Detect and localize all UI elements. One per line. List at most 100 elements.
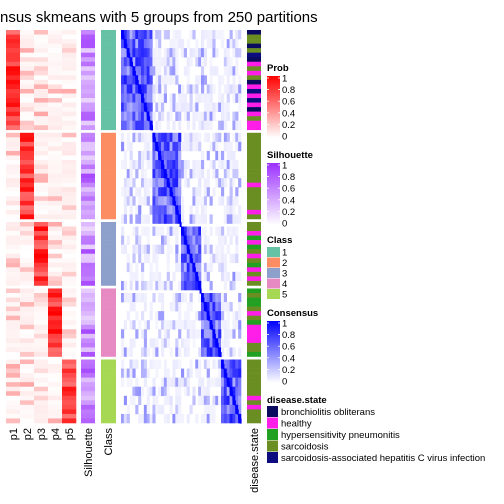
consensus-cell — [223, 160, 228, 170]
prob-cell — [6, 66, 21, 72]
consensus-cell — [169, 214, 173, 224]
consensus-cell — [132, 302, 136, 312]
prob-cell — [6, 146, 21, 152]
prob-cell — [6, 306, 21, 312]
consensus-cell — [146, 102, 150, 112]
consensus-cell — [218, 196, 222, 206]
consensus-cell — [221, 39, 225, 49]
consensus-cell — [186, 111, 190, 122]
disease-state-cell — [247, 221, 261, 227]
consensus-cell — [198, 347, 202, 357]
prob-cell — [6, 315, 21, 321]
consensus-cell — [235, 111, 239, 122]
consensus-cell — [123, 160, 128, 170]
consensus-cell — [198, 386, 202, 397]
consensus-cell — [135, 66, 139, 76]
class-cell — [101, 253, 116, 259]
consensus-cell — [201, 347, 205, 357]
consensus-cell — [172, 320, 176, 330]
class-cell — [101, 368, 116, 374]
consensus-cell — [186, 386, 190, 397]
disease-state-cell — [247, 302, 261, 307]
consensus-cell — [226, 368, 230, 378]
consensus-cell — [203, 347, 208, 357]
prob-cell — [48, 329, 63, 335]
prob-cell — [48, 187, 63, 193]
consensus-cell — [198, 377, 202, 388]
silhouette-legend-tick: 0.4 — [282, 195, 295, 206]
consensus-legend-tick: 0.4 — [282, 353, 295, 364]
class-cell — [101, 333, 116, 339]
prob-cell — [62, 178, 77, 183]
class-cell — [101, 88, 116, 94]
class-cell — [101, 347, 116, 353]
consensus-diagonal-cell — [232, 395, 235, 401]
consensus-cell — [178, 39, 182, 49]
class-legend-label: 3 — [282, 269, 287, 280]
prob-cell — [48, 404, 63, 410]
prob-cell — [48, 164, 63, 170]
silhouette-legend-tick: 1 — [282, 161, 287, 172]
consensus-cell — [223, 120, 228, 131]
consensus-cell — [181, 93, 185, 103]
consensus-cell — [201, 84, 205, 94]
prob-cell — [62, 404, 77, 410]
silhouette-cell — [81, 84, 95, 90]
consensus-cell — [195, 102, 199, 112]
consensus-cell — [129, 141, 133, 152]
prob-cell — [48, 146, 63, 152]
consensus-cell — [198, 48, 202, 58]
consensus-cell — [146, 30, 150, 40]
consensus-cell — [215, 102, 219, 112]
consensus-diagonal-cell — [141, 93, 144, 99]
prob-cell — [48, 70, 63, 76]
consensus-cell — [232, 178, 236, 188]
prob-cell — [62, 262, 77, 268]
consensus-cell — [121, 57, 125, 67]
consensus-cell — [195, 205, 199, 215]
consensus-cell — [226, 271, 230, 282]
consensus-cell — [209, 226, 213, 236]
prob-cell — [34, 271, 49, 277]
class-cell — [101, 93, 116, 99]
consensus-cell — [189, 48, 193, 58]
consensus-cell — [209, 404, 213, 415]
prob-cell — [6, 386, 21, 392]
consensus-cell — [201, 329, 205, 339]
consensus-cell — [198, 311, 202, 321]
consensus-cell — [155, 30, 159, 40]
consensus-cell — [235, 253, 239, 264]
consensus-cell — [183, 253, 188, 264]
consensus-cell — [206, 347, 210, 357]
consensus-cell — [235, 235, 239, 245]
consensus-cell — [223, 48, 228, 58]
consensus-cell — [235, 386, 239, 397]
consensus-cell — [229, 39, 233, 49]
consensus-cell — [178, 93, 182, 103]
consensus-cell — [235, 48, 239, 58]
consensus-cell — [121, 338, 125, 348]
disease-state-cell — [247, 191, 261, 197]
consensus-cell — [218, 235, 222, 245]
prob-cell — [34, 196, 49, 202]
consensus-cell — [129, 160, 133, 170]
consensus-cell — [126, 311, 130, 321]
prob-cell — [62, 351, 77, 357]
consensus-cell — [181, 205, 185, 215]
consensus-cell — [126, 120, 130, 131]
consensus-cell — [232, 311, 236, 321]
prob-cell — [62, 244, 77, 250]
class-cell — [101, 249, 116, 255]
consensus-cell — [226, 329, 230, 339]
consensus-cell — [172, 226, 176, 236]
consensus-cell — [123, 205, 128, 215]
prob-cell — [62, 231, 77, 236]
class-legend-swatch — [267, 289, 280, 299]
consensus-cell — [238, 84, 242, 94]
consensus-cell — [192, 244, 196, 255]
consensus-cell — [186, 160, 190, 170]
prob-cell — [62, 164, 77, 170]
consensus-cell — [226, 311, 230, 321]
prob-cell — [20, 155, 35, 161]
class-cell — [101, 120, 116, 126]
